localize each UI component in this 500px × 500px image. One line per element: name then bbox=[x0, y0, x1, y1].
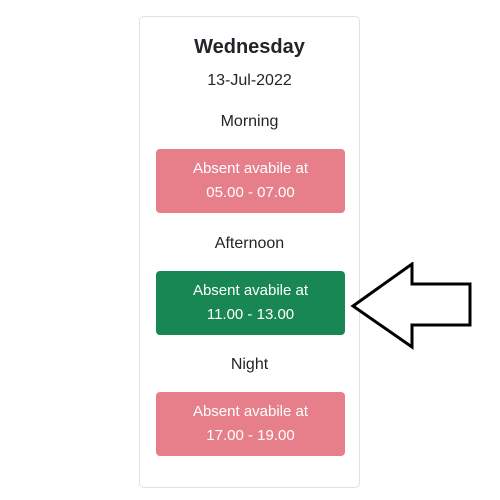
afternoon-slot-button[interactable]: Absent avabile at 11.00 - 13.00 bbox=[156, 271, 345, 335]
slot-button-line1: Absent avabile at bbox=[192, 403, 309, 420]
day-title: Wednesday bbox=[194, 36, 305, 58]
slot-button-time: 17.00 - 19.00 bbox=[206, 427, 295, 444]
slot-button-time: 11.00 - 13.00 bbox=[206, 306, 295, 323]
slot-button-line1: Absent avabile at bbox=[192, 160, 309, 177]
night-slot-button[interactable]: Absent avabile at 17.00 - 19.00 bbox=[156, 392, 345, 456]
slot-button-time: 05.00 - 07.00 bbox=[206, 184, 295, 201]
slot-button-line1: Absent avabile at bbox=[192, 282, 309, 299]
period-label-morning: Morning bbox=[220, 113, 279, 130]
period-label-night: Night bbox=[230, 356, 269, 373]
left-arrow-icon bbox=[350, 262, 472, 350]
morning-slot-button[interactable]: Absent avabile at 05.00 - 07.00 bbox=[156, 149, 345, 213]
period-label-afternoon: Afternoon bbox=[214, 235, 285, 252]
schedule-card: Wednesday 13-Jul-2022 Morning Absent ava… bbox=[139, 16, 360, 488]
date-label: 13-Jul-2022 bbox=[207, 72, 292, 89]
